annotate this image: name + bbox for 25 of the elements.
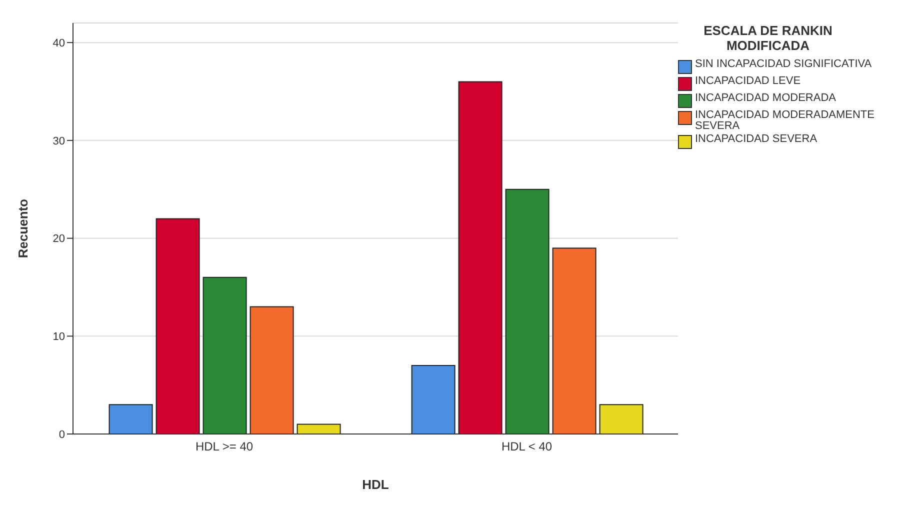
y-tick-label: 20 (52, 233, 65, 246)
legend-label: SIN INCAPACIDAD SIGNIFICATIVA (695, 58, 872, 70)
y-tick-label: 30 (52, 135, 65, 148)
legend-label: INCAPACIDAD MODERADA (695, 92, 836, 104)
x-tick-label: HDL >= 40 (195, 440, 254, 454)
y-axis-title: Recuento (16, 198, 31, 258)
bar (552, 248, 596, 434)
legend-label: INCAPACIDAD MODERADAMENTE SEVERA (695, 109, 876, 132)
legend-label: INCAPACIDAD SEVERA (695, 133, 818, 145)
bar (156, 218, 200, 434)
legend-title: ESCALA DE RANKIN MODIFICADA (702, 23, 834, 53)
legend-label: INCAPACIDAD LEVE (695, 75, 801, 87)
bar (250, 306, 294, 434)
bar (108, 404, 153, 434)
y-tick-label: 10 (52, 331, 65, 344)
bar (458, 81, 502, 434)
bar (296, 424, 341, 434)
y-tick-label: 40 (52, 37, 65, 50)
bar (202, 276, 247, 434)
bar (505, 188, 550, 434)
y-tick-label: 0 (58, 428, 65, 441)
x-axis-title: HDL (362, 477, 389, 492)
bar (411, 365, 456, 434)
x-tick-label: HDL < 40 (501, 440, 552, 454)
bar (599, 404, 644, 434)
